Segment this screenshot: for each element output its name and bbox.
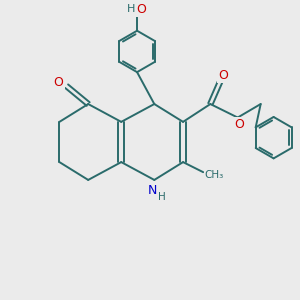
Text: O: O	[136, 3, 146, 16]
Text: N: N	[148, 184, 158, 197]
Text: O: O	[218, 69, 228, 82]
Text: H: H	[158, 192, 165, 202]
Text: O: O	[54, 76, 64, 89]
Text: CH₃: CH₃	[205, 170, 224, 180]
Text: H: H	[127, 4, 135, 14]
Text: O: O	[234, 118, 244, 131]
